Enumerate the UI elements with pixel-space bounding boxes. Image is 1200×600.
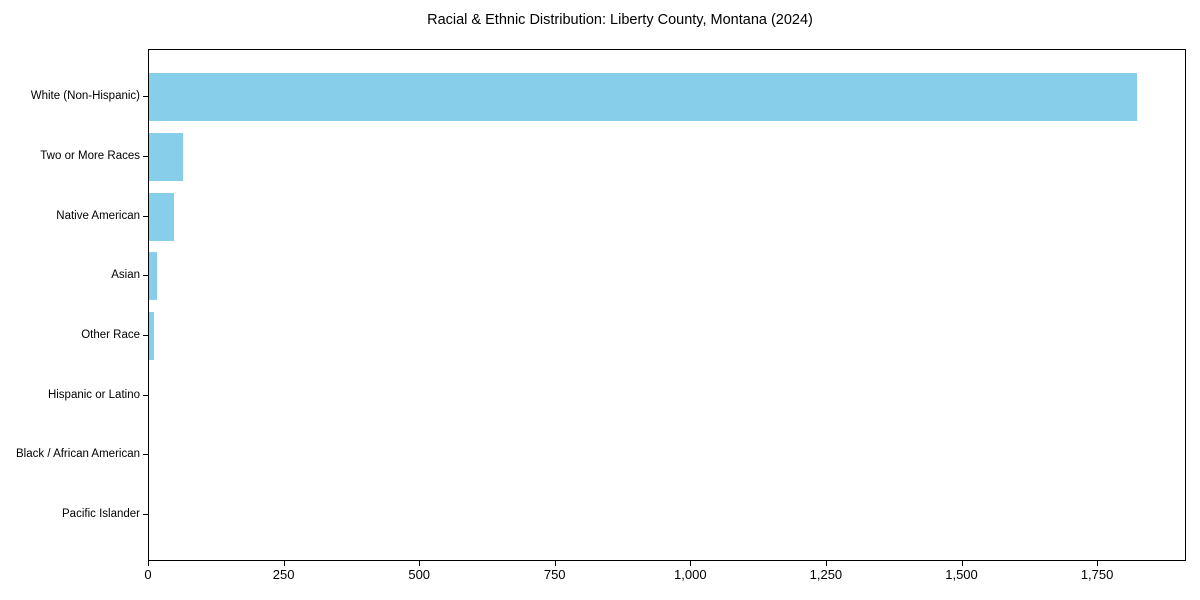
y-axis-label: Hispanic or Latino [47,388,140,401]
y-tick-mark [143,334,148,336]
x-axis-tick-label: 250 [272,567,295,582]
bar-white-non-hispanic [149,73,1138,122]
y-tick-mark [143,513,148,515]
x-axis-tick-label: 750 [543,567,566,582]
x-tick-mark [283,561,285,566]
x-axis-tick-label: 1,750 [1080,567,1114,582]
y-tick-mark [143,215,148,217]
bar-asian [149,252,158,301]
plot-area [148,49,1186,561]
y-axis-label: Two or More Races [40,149,140,162]
bar-native-american [149,192,174,241]
x-axis-tick-label: 1,000 [674,567,707,582]
y-tick-mark [143,394,148,396]
y-axis-label: Other Race [81,328,140,341]
y-tick-mark [143,155,148,157]
bar-other-race [149,311,155,360]
y-axis-label: Asian [111,269,140,282]
bar-two-or-more-races [149,132,184,181]
x-tick-mark [690,561,692,566]
y-axis-label: Black / African American [16,448,140,461]
x-tick-mark [825,561,827,566]
x-tick-mark [1097,561,1099,566]
y-axis-label: White (Non-Hispanic) [30,90,140,103]
y-tick-mark [143,96,148,98]
y-tick-mark [143,275,148,277]
y-tick-mark [143,454,148,456]
x-axis-tick-label: 1,500 [945,567,978,582]
y-axis-label: Native American [56,209,140,222]
x-tick-mark [148,561,149,566]
x-tick-mark [419,561,421,566]
y-axis-label: Pacific Islander [62,507,140,520]
x-axis-tick-label: 1,250 [809,567,843,582]
x-axis-tick-label: 500 [408,567,431,582]
x-tick-mark [961,561,963,566]
x-tick-mark [554,561,556,566]
chart-title: Racial & Ethnic Distribution: Liberty Co… [427,12,813,28]
x-axis-tick-label: 0 [144,567,152,582]
